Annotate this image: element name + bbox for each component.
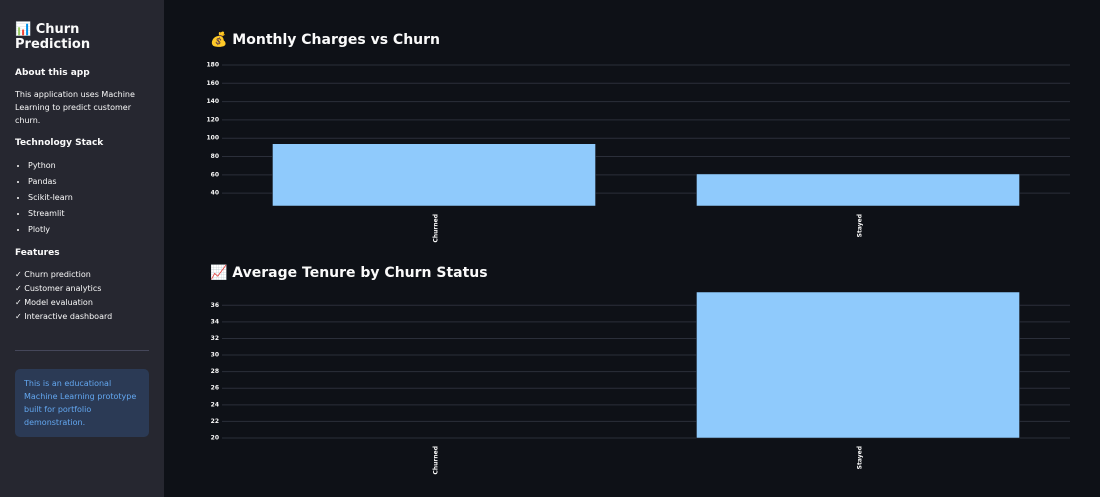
x-tick-label: Churned: [433, 446, 440, 475]
feature-item: ✓ Churn prediction: [15, 270, 91, 279]
features-list: ✓ Churn prediction ✓ Customer analytics ✓ …: [15, 268, 149, 324]
bar: [272, 143, 596, 207]
sidebar: 📊 Churn Prediction About this app This a…: [0, 0, 164, 497]
y-tick-label: 32: [211, 335, 219, 342]
y-tick-label: 180: [206, 62, 219, 69]
tech-list: PythonPandasScikit-learnStreamlitPlotly: [15, 158, 149, 238]
bar: [696, 173, 1020, 207]
y-tick-label: 160: [206, 80, 219, 87]
x-tick-label: Churned: [433, 214, 440, 243]
y-tick-label: 28: [211, 368, 219, 375]
tech-item: Python: [28, 158, 149, 174]
y-tick-label: 36: [211, 302, 219, 309]
chart-title: 📈 Average Tenure by Churn Status: [210, 264, 488, 281]
tech-item: Streamlit: [28, 206, 149, 222]
features-heading: Features: [15, 248, 60, 258]
y-tick-label: 120: [206, 116, 219, 123]
feature-item: ✓ Customer analytics: [15, 284, 102, 293]
tech-item: Plotly: [28, 222, 149, 238]
feature-item: ✓ Model evaluation: [15, 298, 93, 307]
feature-item: ✓ Interactive dashboard: [15, 312, 113, 321]
y-tick-label: 40: [211, 190, 219, 197]
tech-heading: Technology Stack: [15, 138, 104, 148]
bar: [696, 291, 1020, 439]
y-tick-label: 24: [211, 401, 219, 408]
y-tick-label: 20: [211, 435, 219, 442]
y-tick-label: 140: [206, 98, 219, 105]
about-text: This application uses Machine Learning t…: [15, 90, 135, 125]
y-tick-label: 22: [211, 418, 219, 425]
sidebar-title: 📊 Churn Prediction: [15, 22, 91, 52]
x-tick-label: Stayed: [857, 214, 864, 237]
tech-item: Scikit-learn: [28, 190, 149, 206]
about-heading: About this app: [15, 68, 90, 78]
chart-title: 💰 Monthly Charges vs Churn: [210, 31, 440, 48]
y-tick-label: 80: [211, 153, 219, 160]
y-tick-label: 100: [206, 135, 219, 142]
info-box: This is an educational Machine Learning …: [15, 369, 149, 437]
y-tick-label: 30: [211, 352, 219, 359]
charts: 💰 Monthly Charges vs Churn 40 60 80 100 120 14…: [206, 31, 1070, 475]
tech-item: Pandas: [28, 174, 149, 190]
y-tick-label: 34: [211, 318, 219, 325]
x-tick-label: Stayed: [857, 446, 864, 469]
divider: [15, 350, 149, 351]
y-tick-label: 60: [211, 171, 219, 178]
y-tick-label: 26: [211, 385, 219, 392]
